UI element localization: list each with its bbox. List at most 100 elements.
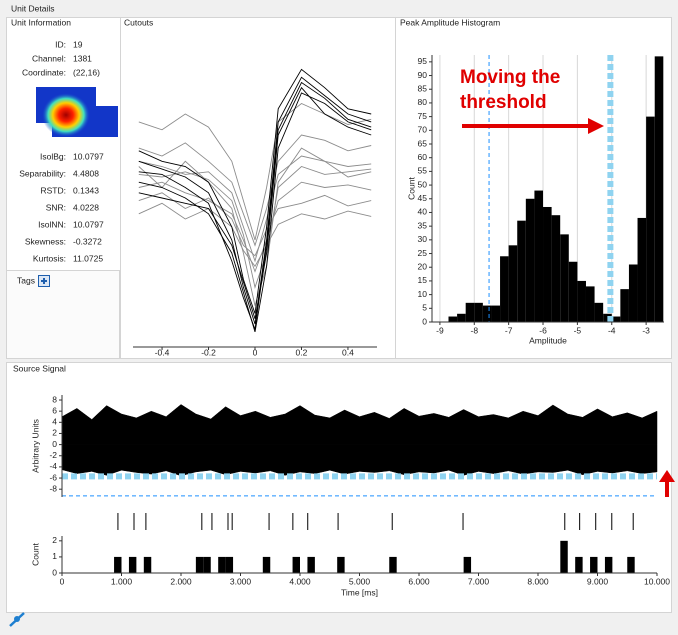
field-label: SNR: xyxy=(46,202,66,212)
x-tick-label: -8 xyxy=(470,325,478,335)
x-tick-label: 4.000 xyxy=(289,576,311,586)
x-axis-title: Amplitude xyxy=(529,335,567,345)
source-signal-panel xyxy=(6,362,672,613)
y-tick-label: -6 xyxy=(49,472,57,482)
histogram-bar xyxy=(491,305,501,322)
window-title: Unit Details xyxy=(11,3,54,13)
histogram-bar xyxy=(448,316,458,322)
histogram-bar xyxy=(568,261,578,322)
count-bar xyxy=(218,556,226,573)
x-tick-label: -4 xyxy=(608,325,616,335)
pin-icon[interactable] xyxy=(9,612,25,627)
histogram-bar xyxy=(585,286,595,322)
histogram-bar xyxy=(628,264,638,322)
field-label: Skewness: xyxy=(25,236,66,246)
tags-label: Tags xyxy=(17,275,35,285)
histogram-bar xyxy=(620,289,629,322)
histogram-bar xyxy=(474,302,483,322)
y-axis-title: Count xyxy=(406,177,416,200)
chart-title: Cutouts xyxy=(124,17,153,27)
x-tick-label: 0.4 xyxy=(342,347,354,357)
waveform xyxy=(138,165,372,289)
y-tick-label: 0 xyxy=(52,567,57,577)
x-tick-label: -9 xyxy=(436,325,444,335)
histogram-bar xyxy=(508,245,518,322)
field-value: 0.1343 xyxy=(73,185,99,195)
x-tick-label: 0.2 xyxy=(296,347,308,357)
count-bar xyxy=(604,556,613,573)
y-axis-title: Count xyxy=(30,543,40,566)
histogram-bar xyxy=(551,215,561,322)
field-label: Separability: xyxy=(19,168,66,178)
count-bar xyxy=(262,556,271,573)
waveform xyxy=(138,92,372,333)
histogram-bar xyxy=(465,302,475,322)
x-tick-label: -0.4 xyxy=(155,347,170,357)
histogram-bar xyxy=(594,302,604,322)
count-bar xyxy=(590,556,598,573)
add-tag-button[interactable] xyxy=(38,275,50,287)
waveform xyxy=(138,68,372,314)
footprint-heatmap xyxy=(36,87,118,137)
field-value: 4.0228 xyxy=(73,202,99,212)
y-tick-label: 45 xyxy=(418,193,428,203)
y-tick-label: 50 xyxy=(418,179,428,189)
waveform xyxy=(138,81,372,330)
histogram-bar xyxy=(500,256,509,322)
x-tick-label: 3.000 xyxy=(230,576,252,586)
field-label: IsolNN: xyxy=(38,219,66,229)
field-label: Channel: xyxy=(32,53,66,63)
y-tick-label: 5 xyxy=(422,303,427,313)
chart-title: Peak Amplitude Histogram xyxy=(400,17,500,27)
y-tick-label: 15 xyxy=(418,275,428,285)
histogram-bar xyxy=(611,316,621,322)
waveform xyxy=(138,147,372,306)
x-tick-label: 2.000 xyxy=(170,576,192,586)
waveform xyxy=(138,192,372,257)
histogram-bar xyxy=(457,313,466,322)
x-tick-label: 0 xyxy=(253,347,258,357)
x-tick-label: 6.000 xyxy=(408,576,430,586)
field-label: RSTD: xyxy=(41,185,67,195)
annotation: threshold xyxy=(460,92,547,113)
x-tick-label: -5 xyxy=(574,325,582,335)
histogram-bar xyxy=(577,280,586,322)
count-bar xyxy=(292,556,300,573)
field-value: 19 xyxy=(73,39,83,49)
count-bar xyxy=(463,556,472,573)
histogram-bar xyxy=(534,190,544,322)
y-tick-label: 0 xyxy=(52,439,57,449)
field-value: 4.4808 xyxy=(73,168,99,178)
y-tick-label: 1 xyxy=(52,551,57,561)
count-bar xyxy=(195,556,204,573)
histogram-bar xyxy=(482,305,492,322)
y-tick-label: 6 xyxy=(52,405,57,415)
x-tick-label: 5.000 xyxy=(349,576,371,586)
field-value: 1381 xyxy=(73,53,92,63)
y-tick-label: 8 xyxy=(52,394,57,404)
y-tick-label: 4 xyxy=(52,417,57,427)
threshold-arrow xyxy=(659,470,675,497)
y-tick-label: 85 xyxy=(418,83,428,93)
waveform xyxy=(138,134,372,247)
count-bar xyxy=(128,556,137,573)
signal-area xyxy=(61,404,658,445)
y-tick-label: 0 xyxy=(422,316,427,326)
count-bar xyxy=(389,556,397,573)
x-tick-label: -3 xyxy=(642,325,650,335)
count-bar xyxy=(575,556,583,573)
tags-panel xyxy=(6,270,120,359)
x-tick-label: 7.000 xyxy=(468,576,490,586)
y-tick-label: 65 xyxy=(418,138,428,148)
annotation-arrowhead xyxy=(588,118,604,134)
field-value: (22,16) xyxy=(73,67,100,77)
y-tick-label: 80 xyxy=(418,97,428,107)
field-label: ID: xyxy=(55,39,66,49)
histogram-bar xyxy=(560,234,569,322)
waveform xyxy=(138,86,372,319)
count-bar xyxy=(114,556,122,573)
field-value: 11.0725 xyxy=(73,253,103,263)
y-tick-label: 95 xyxy=(418,56,428,66)
x-tick-label: 1.000 xyxy=(111,576,133,586)
